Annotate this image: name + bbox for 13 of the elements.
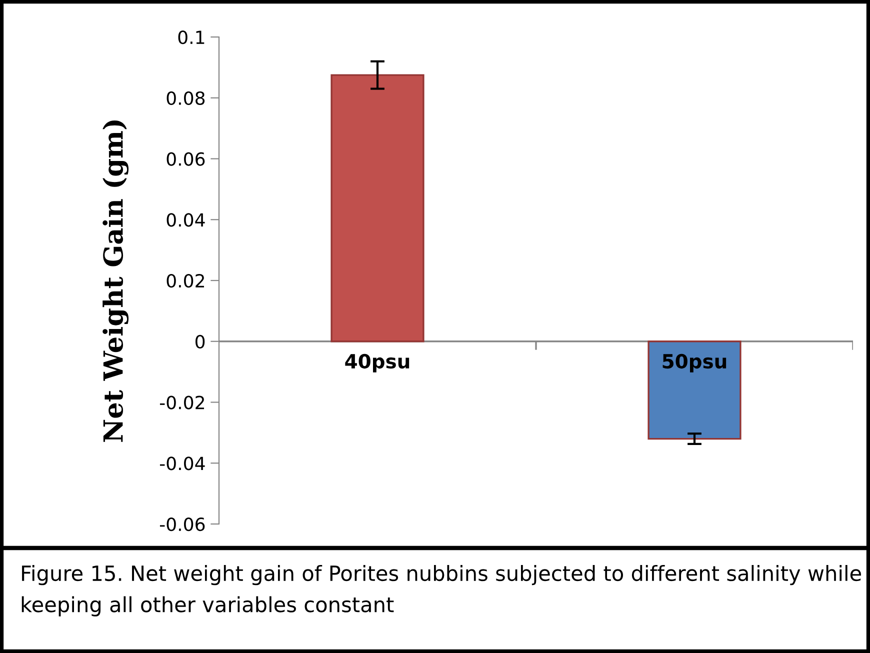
y-tick-label: 0.06	[166, 152, 205, 166]
y-tick-label: -0.02	[160, 396, 204, 410]
y-tick-label: 0	[196, 334, 205, 348]
y-axis-title: Net Weight Gain (gm)	[102, 120, 129, 442]
y-tick-label: -0.06	[160, 517, 205, 532]
y-tick-label: -0.04	[160, 456, 205, 470]
caption: Figure 15. Net weight gain of Porites nubbins subjected to different salinity while keeping all other variables constant	[22, 565, 861, 616]
y-tick-label: 0.1	[178, 30, 204, 44]
y-tick-label: 0.08	[166, 91, 205, 105]
x-tick-label: 40psu	[345, 354, 410, 372]
y-tick-label: 0.02	[166, 274, 204, 288]
y-tick-label: 0.04	[166, 213, 205, 227]
x-tick-label: 50psu	[662, 354, 726, 372]
